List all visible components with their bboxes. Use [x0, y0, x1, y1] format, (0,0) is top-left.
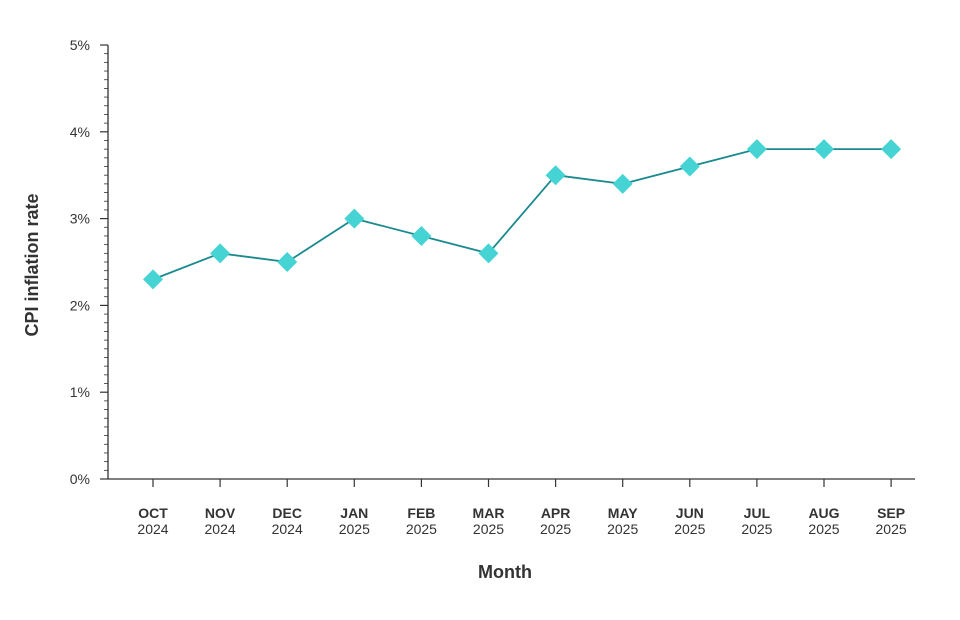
y-tick-label: 5% [70, 37, 90, 53]
x-tick-label-year: 2025 [674, 521, 705, 537]
x-tick-label-month: JUL [744, 505, 771, 521]
data-point-marker [545, 165, 566, 186]
y-tick-label: 4% [70, 124, 90, 140]
x-tick-label-month: FEB [407, 505, 435, 521]
x-tick-label-year: 2025 [808, 521, 839, 537]
data-point-marker [277, 252, 298, 272]
x-tick-label-month: OCT [138, 505, 168, 521]
x-tick-label-month: APR [541, 505, 571, 521]
data-point-marker [143, 269, 163, 290]
x-axis-title: Month [478, 562, 532, 582]
y-tick-label: 0% [70, 471, 90, 487]
series-line [152, 148, 892, 281]
axes [107, 45, 915, 480]
x-tick-label-year: 2025 [876, 521, 907, 537]
x-tick-label-month: NOV [205, 505, 236, 521]
x-tick-label-month: SEP [877, 505, 905, 521]
x-tick-label-year: 2025 [339, 521, 370, 537]
y-axis-title: CPI inflation rate [22, 193, 42, 336]
x-axis-ticks: OCT2024NOV2024DEC2024JAN2025FEB2025MAR20… [137, 479, 907, 537]
data-point-marker [612, 173, 633, 194]
data-point-marker [478, 243, 499, 264]
y-tick-label: 2% [70, 297, 90, 313]
series-group [143, 139, 902, 290]
x-tick-label-month: MAR [473, 505, 505, 521]
y-tick-label: 1% [70, 384, 90, 400]
x-tick-label-month: DEC [272, 505, 302, 521]
x-tick-label-year: 2024 [205, 521, 236, 537]
x-tick-label-month: MAY [608, 505, 638, 521]
x-tick-label-year: 2025 [540, 521, 571, 537]
x-tick-label-year: 2025 [607, 521, 638, 537]
y-axis-ticks: 0% 1% 2% 3% 4% 5% [70, 37, 108, 487]
x-tick-label-year: 2024 [137, 521, 168, 537]
data-point-marker [411, 225, 432, 246]
x-tick-label-month: JUN [676, 505, 704, 521]
data-point-marker [344, 208, 365, 229]
data-point-marker [210, 243, 231, 264]
data-point-marker [746, 139, 767, 160]
data-point-marker [679, 156, 700, 177]
x-tick-label-year: 2025 [741, 521, 772, 537]
x-tick-label-year: 2024 [272, 521, 303, 537]
y-tick-label: 3% [70, 211, 90, 227]
data-point-marker [881, 139, 902, 160]
data-point-marker [814, 139, 834, 160]
x-tick-label-year: 2025 [473, 521, 504, 537]
x-tick-label-month: JAN [340, 505, 368, 521]
x-tick-label-year: 2025 [406, 521, 437, 537]
x-tick-label-month: AUG [808, 505, 839, 521]
